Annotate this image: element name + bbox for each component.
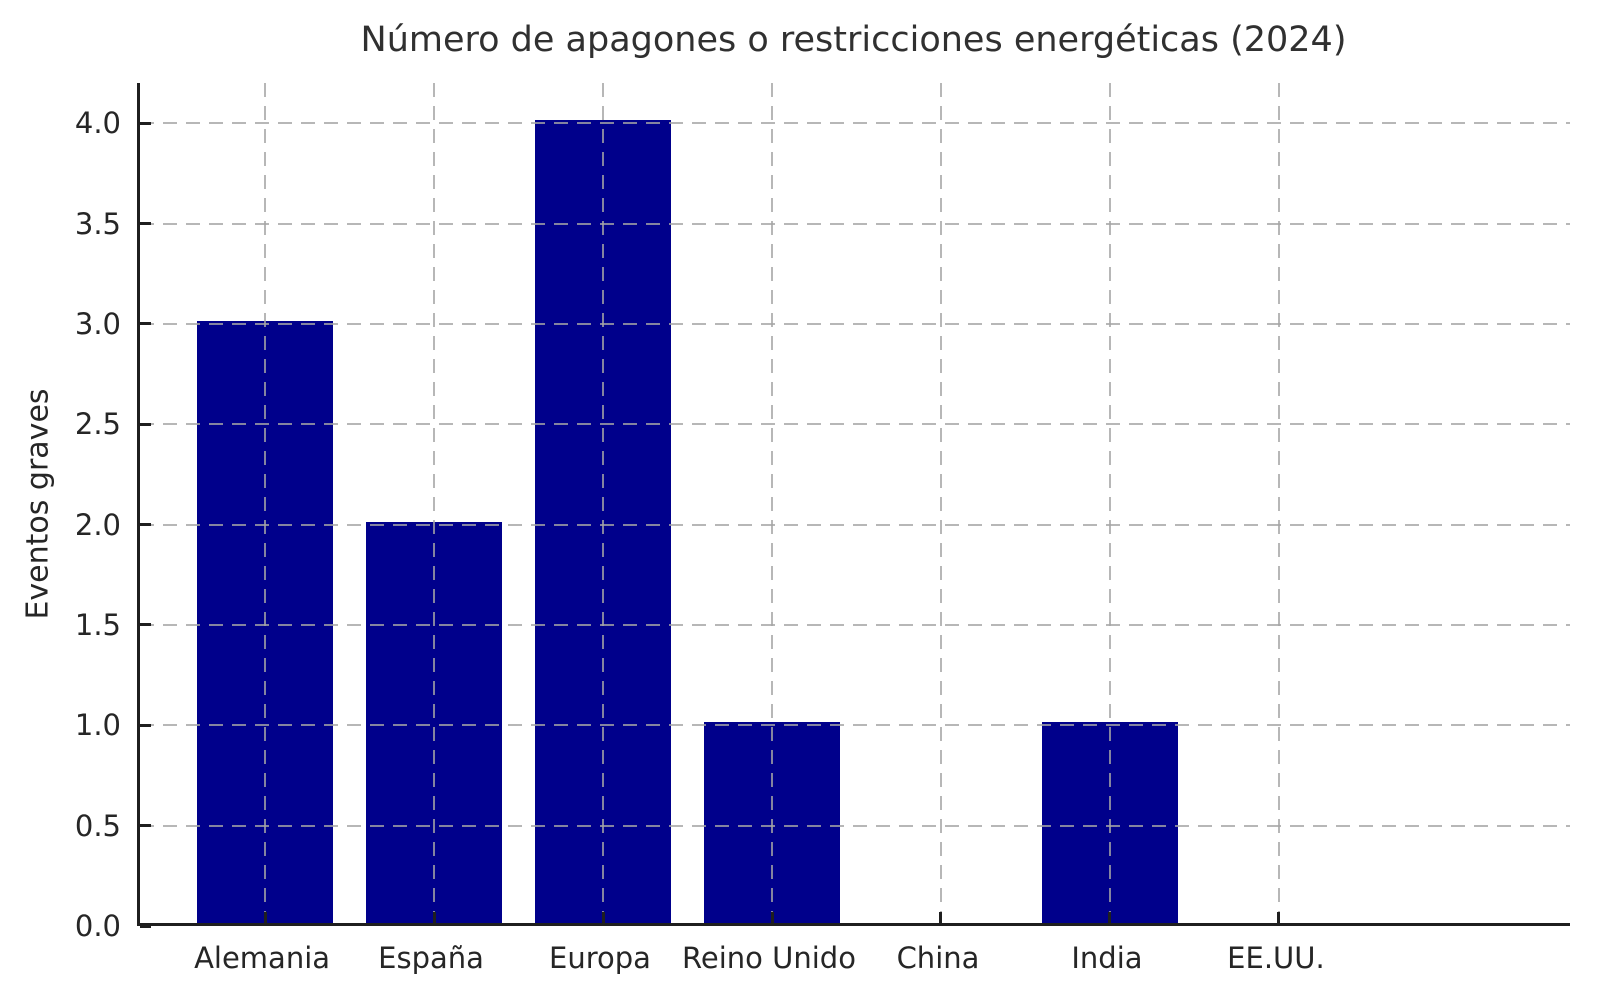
- gridline-vertical: [264, 83, 267, 923]
- y-tick-mark: [140, 422, 151, 426]
- y-tick-mark: [140, 222, 151, 225]
- x-tick-mark: [770, 912, 774, 923]
- x-tick-label: EE.UU.: [1227, 941, 1325, 975]
- y-tick-mark: [140, 623, 151, 627]
- y-tick-label: 1.0: [74, 708, 121, 743]
- gridline-horizontal: [140, 523, 1570, 526]
- gridline-vertical: [602, 83, 605, 923]
- gridline-horizontal: [140, 222, 1570, 225]
- x-tick-mark: [1277, 912, 1281, 923]
- x-tick-mark: [263, 912, 267, 923]
- x-tick-label: China: [896, 941, 980, 975]
- y-tick-label: 1.5: [74, 607, 121, 642]
- gridline-horizontal: [140, 122, 1570, 125]
- gridline-horizontal: [140, 322, 1570, 325]
- x-tick-label: Alemania: [194, 941, 331, 975]
- x-tick-mark: [939, 912, 943, 923]
- y-tick-mark: [140, 924, 151, 928]
- y-tick-label: 0.5: [74, 808, 121, 843]
- gridline-vertical: [1277, 83, 1280, 923]
- x-tick-mark: [432, 912, 436, 923]
- x-tick-mark: [1108, 912, 1112, 923]
- x-tick-mark: [601, 912, 605, 923]
- x-tick-label: España: [378, 941, 484, 975]
- gridline-horizontal: [140, 824, 1570, 827]
- gridline-horizontal: [140, 724, 1570, 727]
- gridline-vertical: [771, 83, 773, 923]
- y-tick-mark: [140, 723, 151, 727]
- y-tick-label: 3.0: [74, 306, 121, 341]
- y-tick-mark: [140, 121, 151, 125]
- gridline-vertical: [433, 83, 436, 923]
- y-tick-mark: [140, 322, 151, 326]
- gridline-horizontal: [140, 623, 1570, 626]
- x-tick-label: Reino Unido: [682, 941, 856, 975]
- chart-title: Número de apagones o restricciones energ…: [360, 20, 1347, 60]
- y-tick-label: 2.5: [74, 407, 121, 442]
- x-tick-label: Europa: [549, 941, 651, 975]
- gridline-horizontal: [140, 423, 1570, 426]
- y-tick-mark: [140, 523, 151, 527]
- x-tick-label: India: [1071, 941, 1143, 975]
- y-tick-label: 4.0: [74, 106, 121, 141]
- y-tick-label: 0.0: [74, 909, 121, 943]
- gridline-vertical: [939, 83, 942, 923]
- y-tick-label: 2.0: [74, 507, 121, 542]
- y-tick-label: 3.5: [74, 206, 121, 241]
- plot-area: [137, 83, 1570, 928]
- y-tick-mark: [140, 824, 151, 828]
- gridline-vertical: [1108, 83, 1111, 923]
